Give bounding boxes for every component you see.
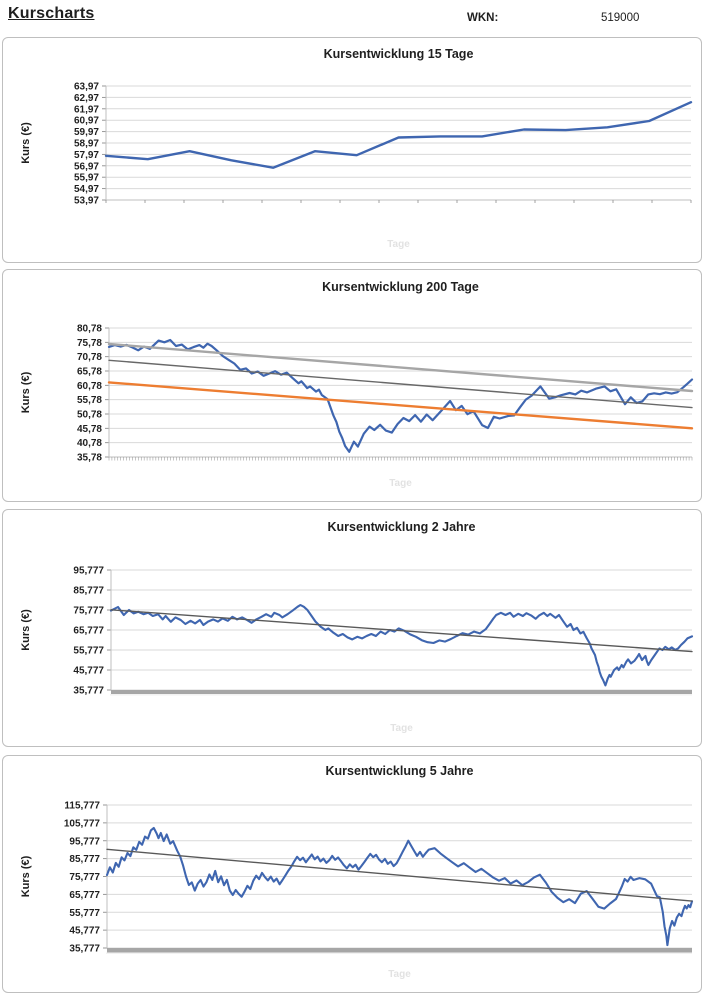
wkn-value: 519000	[601, 12, 640, 24]
price-line	[107, 338, 694, 453]
y-axis-tick-label: 62,97	[74, 93, 99, 104]
y-axis-tick-label: 80,78	[77, 324, 102, 335]
x-axis-title: Tage	[389, 478, 412, 489]
y-axis-tick-label: 60,78	[77, 381, 102, 392]
chart-svg: 115,777 105,777 95,777 85,777 75,777 65,777 55…	[20, 764, 694, 980]
y-axis-tick-label: 70,78	[77, 352, 102, 363]
y-axis-tick-label: 55,777	[69, 908, 100, 919]
y-axis-tick-label: 60,97	[74, 116, 99, 127]
y-axis-tick-label: 35,777	[69, 944, 100, 955]
trend-line-unterer-trendkanal	[107, 381, 694, 430]
chart-svg: 80,78 75,78 70,78 65,78 60,78 55,78 50,78 45,78…	[20, 280, 694, 489]
y-axis-tick-label: 35,777	[73, 686, 104, 697]
y-axis-tick-label: 85,777	[69, 854, 100, 865]
x-axis-title: Tage	[388, 969, 411, 980]
y-axis-tick-label: 55,777	[73, 646, 104, 657]
y-axis-tick-label: 95,777	[73, 566, 104, 577]
y-axis-tick-label: 65,78	[77, 367, 102, 378]
y-axis-tick-label: 65,777	[69, 890, 100, 901]
y-axis-tick-label: 53,97	[74, 196, 99, 207]
y-axis-tick-label: 50,78	[77, 410, 102, 421]
y-axis-tick-label: 45,777	[69, 926, 100, 937]
x-axis-title: Tage	[387, 239, 410, 250]
y-axis-tick-label: 58,97	[74, 139, 99, 150]
y-axis-tick-label: 56,97	[74, 161, 99, 172]
chart-title: Kursentwicklung 5 Jahre	[326, 764, 474, 778]
price-line	[109, 603, 694, 687]
y-axis-tick-label: 57,97	[74, 150, 99, 161]
chart-panel-5-jahre: 115,777 105,777 95,777 85,777 75,777 65,777 55…	[2, 755, 702, 993]
y-axis-title: Kurs (€)	[20, 855, 32, 897]
chart-title: Kursentwicklung 15 Tage	[324, 47, 474, 61]
y-axis-tick-label: 54,97	[74, 184, 99, 195]
y-axis-tick-label: 75,777	[73, 606, 104, 617]
y-axis-tick-label: 35,78	[77, 453, 102, 464]
trend-line-trend	[106, 848, 693, 902]
chart-title: Kursentwicklung 2 Jahre	[328, 520, 476, 534]
y-axis-tick-label: 45,777	[73, 666, 104, 677]
chart-title: Kursentwicklung 200 Tage	[322, 280, 479, 294]
y-axis-tick-label: 40,78	[77, 438, 102, 449]
y-axis-tick-label: 75,78	[77, 338, 102, 349]
wkn-label: WKN:	[467, 12, 499, 24]
y-axis-tick-label: 45,78	[77, 424, 102, 435]
y-axis-tick-label: 55,97	[74, 173, 99, 184]
price-line	[104, 100, 693, 169]
chart-panel-2-jahre: 95,777 85,777 75,777 65,777 55,777 45,777 35,7…	[2, 509, 702, 747]
y-axis-tick-label: 65,777	[73, 626, 104, 637]
y-axis-tick-label: 61,97	[74, 104, 99, 115]
y-axis-title: Kurs (€)	[20, 371, 32, 413]
trend-line-mittlerer-trend	[108, 359, 693, 409]
trend-line-oberer-trendkanal	[107, 342, 694, 393]
chart-svg: 63,9762,9761,9760,9759,9758,9757,9756,97…	[20, 47, 693, 250]
x-axis-band	[111, 690, 692, 694]
y-axis-tick-label: 55,78	[77, 395, 102, 406]
chart-panel-200-tage: 80,78 75,78 70,78 65,78 60,78 55,78 50,78 45,78…	[2, 269, 702, 502]
x-axis-band	[107, 948, 692, 953]
price-line	[105, 826, 694, 947]
x-axis-title: Tage	[390, 723, 413, 734]
trend-line-trend	[110, 609, 693, 653]
y-axis-tick-label: 95,777	[69, 836, 100, 847]
y-axis-tick-label: 85,777	[73, 586, 104, 597]
chart-svg: 95,777 85,777 75,777 65,777 55,777 45,777 35,7…	[20, 520, 694, 734]
y-axis-title: Kurs (€)	[20, 609, 32, 651]
page-title: Kurscharts	[8, 5, 95, 22]
y-axis-title: Kurs (€)	[20, 122, 32, 164]
y-axis-tick-label: 63,97	[74, 82, 99, 93]
chart-panel-15-tage: 63,97 62,97 61,97 60,97 59,97 58,97 57,97 56,97…	[2, 37, 702, 263]
y-axis-tick-label: 115,777	[64, 801, 100, 812]
y-axis-tick-label: 75,777	[69, 872, 100, 883]
y-axis-tick-label: 59,97	[74, 127, 99, 138]
y-axis-tick-label: 105,777	[64, 818, 101, 829]
